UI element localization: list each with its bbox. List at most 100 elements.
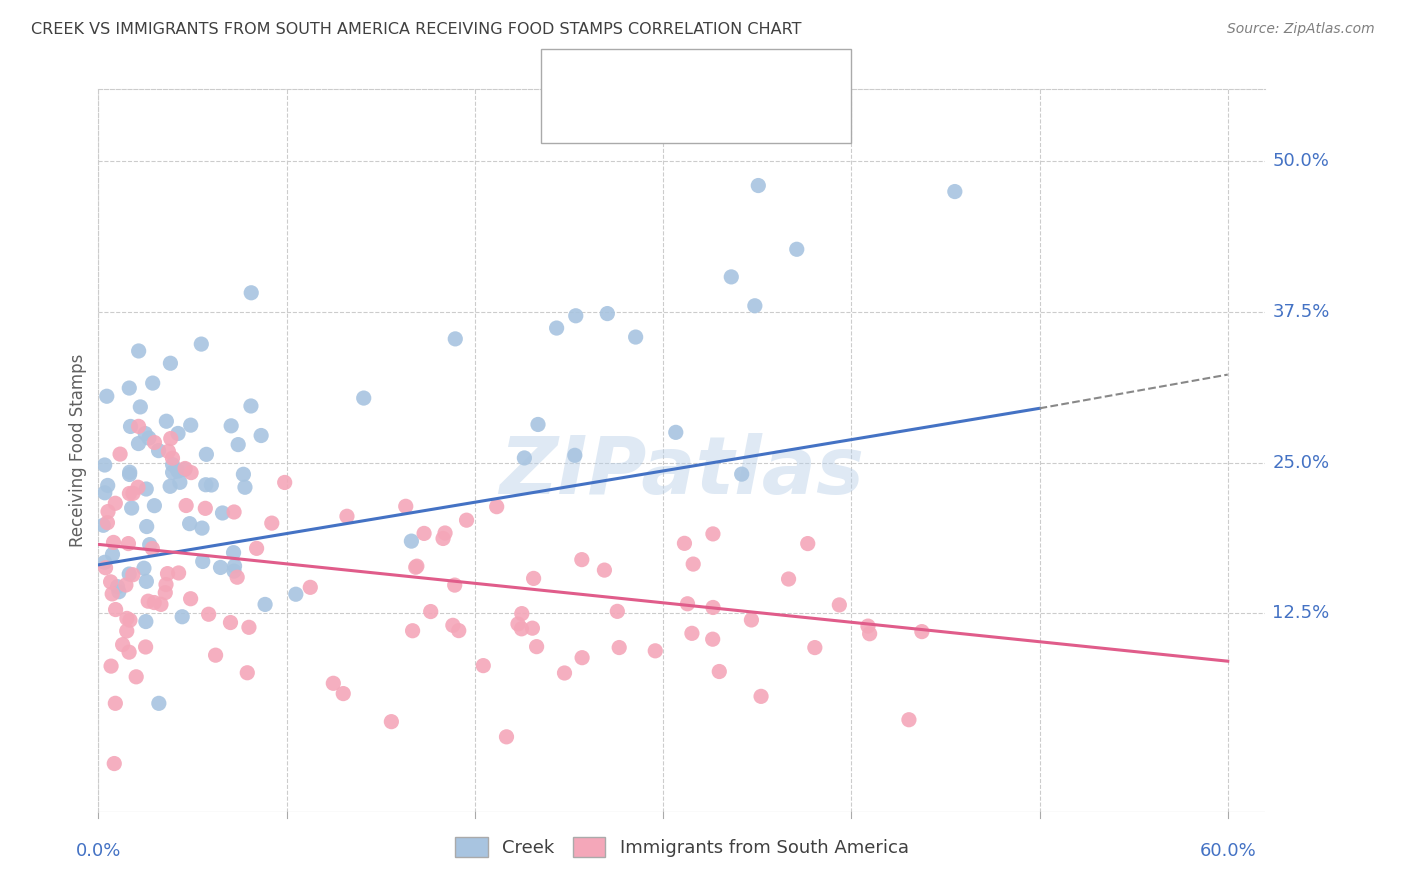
Point	[115, 624, 138, 638]
Point	[224, 559, 246, 574]
Text: Source: ZipAtlas.com: Source: ZipAtlas.com	[1227, 22, 1375, 37]
Point	[179, 516, 201, 531]
Text: CREEK VS IMMIGRANTS FROM SOUTH AMERICA RECEIVING FOOD STAMPS CORRELATION CHART: CREEK VS IMMIGRANTS FROM SOUTH AMERICA R…	[31, 22, 801, 37]
Point	[115, 578, 138, 592]
Point	[132, 561, 155, 575]
Point	[169, 475, 191, 490]
Point	[665, 425, 688, 440]
Point	[136, 594, 159, 608]
Point	[135, 640, 157, 654]
Point	[180, 591, 202, 606]
Point	[233, 480, 256, 494]
Point	[786, 242, 808, 256]
Point	[125, 670, 148, 684]
Point	[142, 376, 165, 390]
Point	[506, 617, 529, 632]
Point	[593, 563, 616, 577]
Point	[173, 462, 195, 476]
Point	[246, 541, 269, 556]
Point	[624, 330, 647, 344]
Point	[322, 676, 344, 690]
Point	[94, 485, 117, 500]
Point	[607, 640, 630, 655]
Point	[155, 585, 177, 599]
Text: 0.0%: 0.0%	[76, 842, 121, 860]
Point	[943, 185, 966, 199]
Point	[122, 486, 145, 500]
Point	[104, 496, 127, 510]
Text: ZIPatlas: ZIPatlas	[499, 434, 865, 511]
Point	[128, 343, 150, 358]
Text: 37.5%: 37.5%	[1272, 303, 1330, 321]
Point	[118, 465, 141, 479]
Text: 50.0%: 50.0%	[1272, 153, 1329, 170]
Point	[94, 560, 117, 574]
Point	[141, 541, 163, 556]
Point	[143, 596, 166, 610]
Point	[804, 640, 827, 655]
Point	[96, 516, 118, 530]
Point	[222, 564, 245, 578]
Point	[744, 299, 766, 313]
Point	[162, 451, 184, 466]
Point	[606, 604, 628, 618]
Point	[118, 567, 141, 582]
Point	[191, 554, 214, 568]
Point	[749, 690, 772, 704]
Point	[859, 626, 882, 640]
Point	[148, 443, 170, 458]
Point	[134, 426, 156, 441]
Point	[456, 513, 478, 527]
Point	[681, 626, 703, 640]
Point	[571, 552, 593, 566]
Point	[401, 624, 423, 638]
Point	[194, 477, 217, 491]
Point	[897, 713, 920, 727]
Point	[100, 659, 122, 673]
Text: 60.0%: 60.0%	[1199, 842, 1256, 860]
Point	[226, 437, 249, 451]
Point	[273, 475, 295, 490]
Point	[156, 566, 179, 581]
Point	[159, 356, 181, 370]
Point	[434, 526, 457, 541]
Point	[101, 587, 124, 601]
Point	[101, 548, 124, 562]
Point	[353, 391, 375, 405]
Point	[148, 696, 170, 710]
Point	[167, 426, 190, 441]
Point	[495, 730, 517, 744]
Point	[191, 521, 214, 535]
Point	[401, 534, 423, 549]
Point	[197, 607, 219, 622]
Point	[510, 607, 533, 621]
Point	[121, 501, 143, 516]
Point	[510, 622, 533, 636]
Point	[120, 419, 142, 434]
Point	[135, 482, 157, 496]
Point	[332, 687, 354, 701]
Point	[211, 506, 233, 520]
Point	[571, 650, 593, 665]
Point	[121, 567, 143, 582]
Point	[395, 500, 418, 514]
Y-axis label: Receiving Food Stamps: Receiving Food Stamps	[69, 354, 87, 547]
Point	[195, 447, 218, 461]
Point	[702, 632, 724, 647]
Text: R =  0.458   N =   79: R = 0.458 N = 79	[593, 66, 803, 84]
Point	[149, 598, 172, 612]
Point	[441, 618, 464, 632]
Point	[104, 602, 127, 616]
Point	[127, 436, 149, 450]
Point	[336, 509, 359, 524]
Point	[100, 574, 122, 589]
Point	[828, 598, 851, 612]
Point	[103, 756, 125, 771]
Point	[911, 624, 934, 639]
Point	[596, 307, 619, 321]
Point	[219, 418, 242, 433]
Text: R = -0.310   N = 104: R = -0.310 N = 104	[593, 103, 793, 121]
Point	[200, 478, 222, 492]
Text: 25.0%: 25.0%	[1272, 453, 1330, 472]
Point	[128, 419, 150, 434]
